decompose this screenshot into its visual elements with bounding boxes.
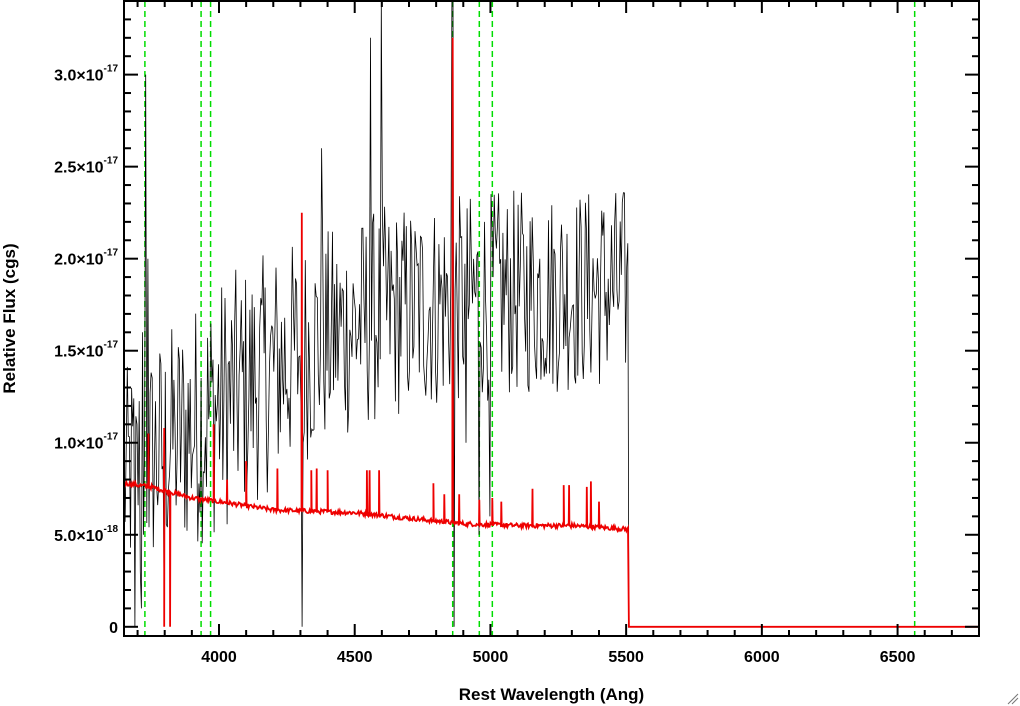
plot-frame	[123, 0, 980, 637]
series-observed-line	[123, 0, 630, 627]
x-tick-label: 4500	[337, 649, 373, 666]
x-tick-label: 6500	[880, 649, 916, 666]
y-tick-label: 0	[109, 620, 118, 637]
y-tick-label: 2.5×10-17	[54, 156, 118, 177]
x-tick-label: 5500	[608, 649, 644, 666]
y-tick-label: 3.0×10-17	[54, 64, 118, 85]
x-tick-label: 4000	[201, 649, 237, 666]
tick-labels: 4000 4500 5000 5500 6000 6500 0 5.0×10-18 1.0×10…	[54, 64, 915, 666]
series-model-line	[123, 37, 979, 628]
y-tick-label: 5.0×10-18	[54, 524, 118, 545]
y-tick-label: 1.0×10-17	[54, 432, 118, 453]
series-layer	[123, 0, 979, 628]
resize-grip-icon[interactable]	[1007, 693, 1019, 705]
y-axis-title: Relative Flux (cgs)	[0, 243, 19, 393]
x-tick-label: 6000	[744, 649, 780, 666]
y-tick-label: 2.0×10-17	[54, 248, 118, 269]
y-tick-label: 1.5×10-17	[54, 340, 118, 361]
axis-ticks	[124, 1, 980, 636]
x-axis-title: Rest Wavelength (Ang)	[459, 685, 644, 704]
x-tick-label: 5000	[473, 649, 509, 666]
